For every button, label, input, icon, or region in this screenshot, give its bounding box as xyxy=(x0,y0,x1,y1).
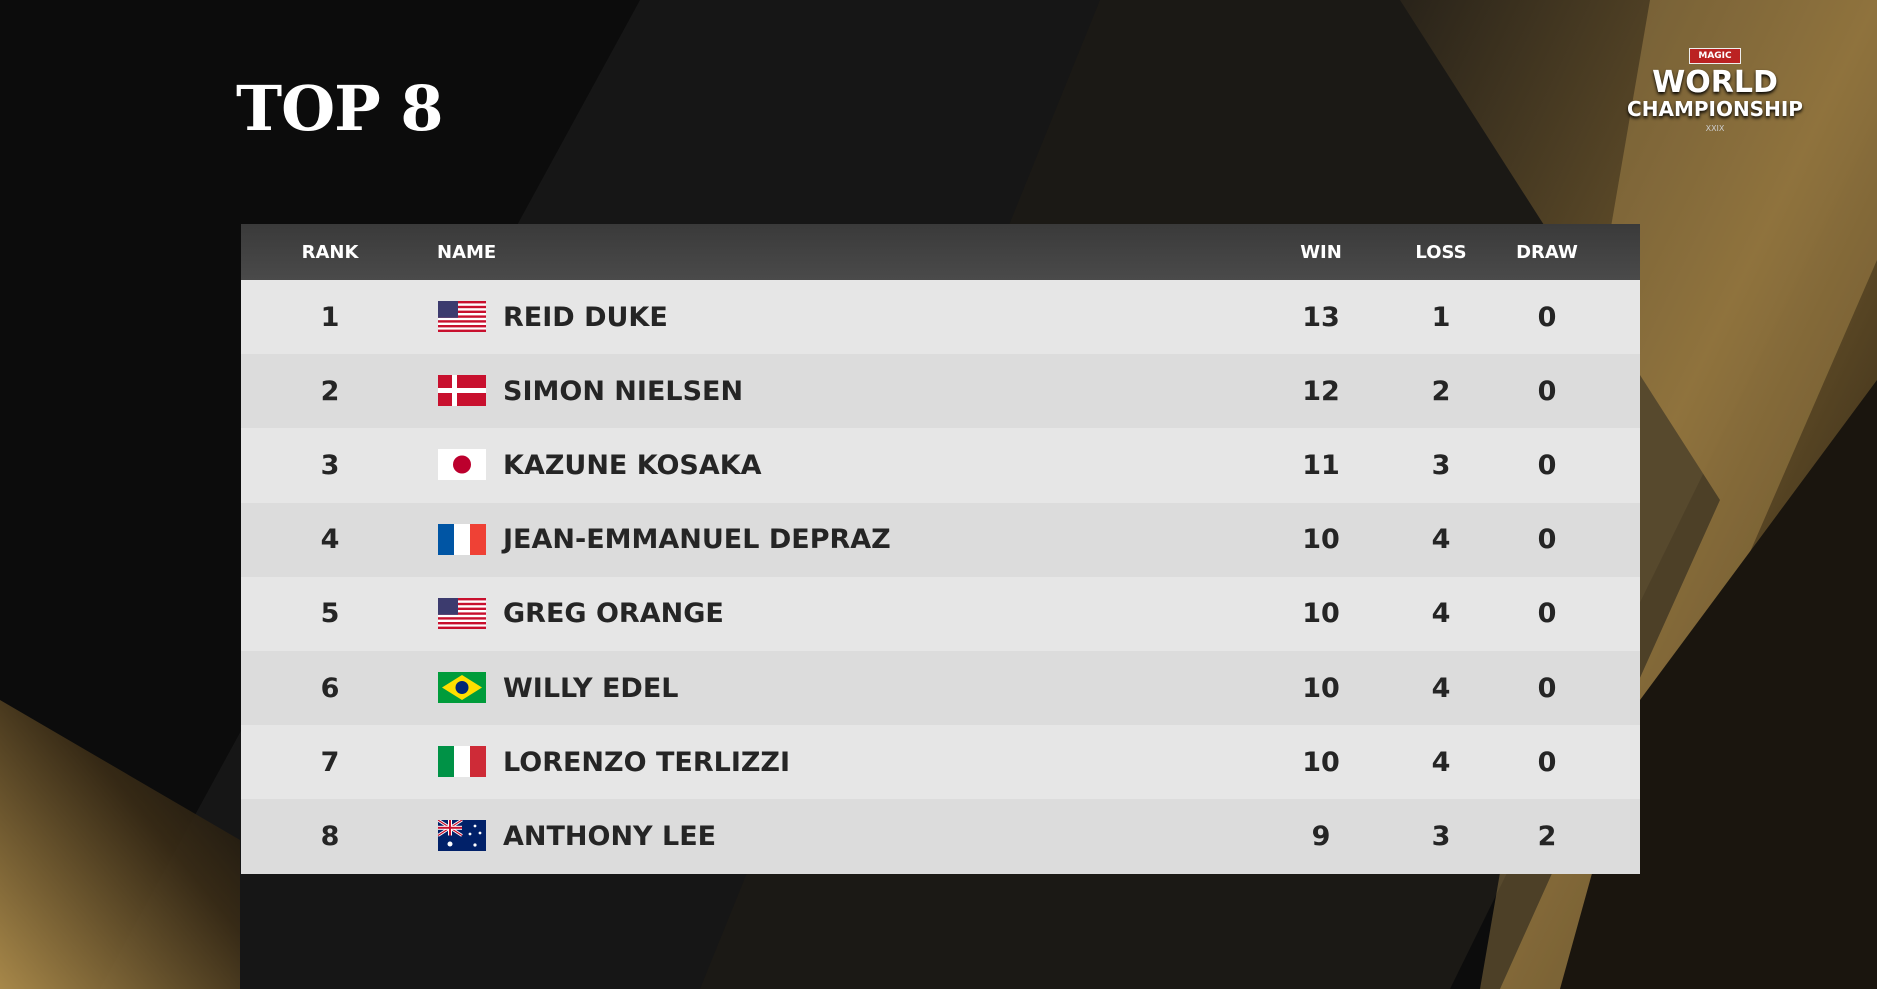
draws: 0 xyxy=(1537,449,1557,481)
flag xyxy=(438,449,486,480)
table-row: 5 GREG ORANGE 10 4 0 xyxy=(241,576,1640,651)
player-name: SIMON NIELSEN xyxy=(503,375,744,407)
rank: 1 xyxy=(320,301,340,333)
rank: 8 xyxy=(320,820,340,852)
rank: 5 xyxy=(320,598,340,630)
logo-brand: MAGIC xyxy=(1689,48,1741,64)
player-name: REID DUKE xyxy=(503,301,668,333)
player-name: WILLY EDEL xyxy=(503,672,679,704)
rank: 2 xyxy=(320,375,340,407)
rank: 6 xyxy=(320,672,340,704)
draws: 0 xyxy=(1537,598,1557,630)
standings-table: RANK NAME WIN LOSS DRAW 1 REID DUKE 13 1 0 2 SIMON … xyxy=(241,224,1640,874)
losses: 3 xyxy=(1431,820,1451,852)
draws: 0 xyxy=(1537,375,1557,407)
table-row: 6 WILLY EDEL 10 4 0 xyxy=(241,650,1640,726)
header-row: RANK NAME WIN LOSS DRAW xyxy=(241,224,1640,280)
player-name: GREG ORANGE xyxy=(503,598,724,630)
table-row: 8 ANTHONY LEE 9 3 2 xyxy=(241,799,1640,874)
flag xyxy=(438,524,486,555)
flag xyxy=(438,746,486,777)
wins: 12 xyxy=(1302,375,1340,407)
flag xyxy=(438,672,486,703)
rank: 4 xyxy=(320,524,340,556)
flag xyxy=(438,375,486,406)
logo: MAGIC WORLD CHAMPIONSHIP XXIX xyxy=(1625,42,1805,162)
draws: 0 xyxy=(1537,524,1557,556)
table-row: 3 KAZUNE KOSAKA 11 3 0 xyxy=(241,428,1640,503)
column-header: LOSS xyxy=(1415,241,1467,263)
wins: 13 xyxy=(1302,301,1340,333)
flag xyxy=(438,301,486,332)
logo-line: CHAMPIONSHIP xyxy=(1627,97,1803,121)
flag xyxy=(438,820,486,851)
losses: 4 xyxy=(1431,598,1451,630)
wins: 10 xyxy=(1302,746,1340,778)
wins: 9 xyxy=(1311,820,1331,852)
table-row: 4 JEAN-EMMANUEL DEPRAZ 10 4 0 xyxy=(241,502,1640,577)
draws: 2 xyxy=(1537,820,1557,852)
column-header: DRAW xyxy=(1516,241,1578,263)
losses: 3 xyxy=(1431,449,1451,481)
draws: 0 xyxy=(1537,746,1557,778)
rank: 7 xyxy=(320,746,340,778)
player-name: LORENZO TERLIZZI xyxy=(503,746,791,778)
player-name: JEAN-EMMANUEL DEPRAZ xyxy=(503,524,891,556)
wins: 10 xyxy=(1302,672,1340,704)
column-header: NAME xyxy=(437,241,497,263)
table-row: 7 LORENZO TERLIZZI 10 4 0 xyxy=(241,725,1640,800)
column-header: RANK xyxy=(301,241,359,263)
wins: 11 xyxy=(1302,449,1340,481)
losses: 4 xyxy=(1431,746,1451,778)
table-row: 2 SIMON NIELSEN 12 2 0 xyxy=(241,354,1640,429)
player-name: ANTHONY LEE xyxy=(503,820,717,852)
player-name: KAZUNE KOSAKA xyxy=(503,449,762,481)
losses: 4 xyxy=(1431,524,1451,556)
table-row: 1 REID DUKE 13 1 0 xyxy=(241,280,1640,355)
wins: 10 xyxy=(1302,524,1340,556)
draws: 0 xyxy=(1537,672,1557,704)
flag xyxy=(438,598,486,629)
page-title: TOP 8 xyxy=(236,72,443,145)
draws: 0 xyxy=(1537,301,1557,333)
rank: 3 xyxy=(320,449,340,481)
wins: 10 xyxy=(1302,598,1340,630)
losses: 2 xyxy=(1431,375,1451,407)
logo-edition: XXIX xyxy=(1705,124,1725,133)
column-header: WIN xyxy=(1300,241,1342,263)
losses: 4 xyxy=(1431,672,1451,704)
logo-line: WORLD xyxy=(1652,65,1778,100)
losses: 1 xyxy=(1431,301,1451,333)
